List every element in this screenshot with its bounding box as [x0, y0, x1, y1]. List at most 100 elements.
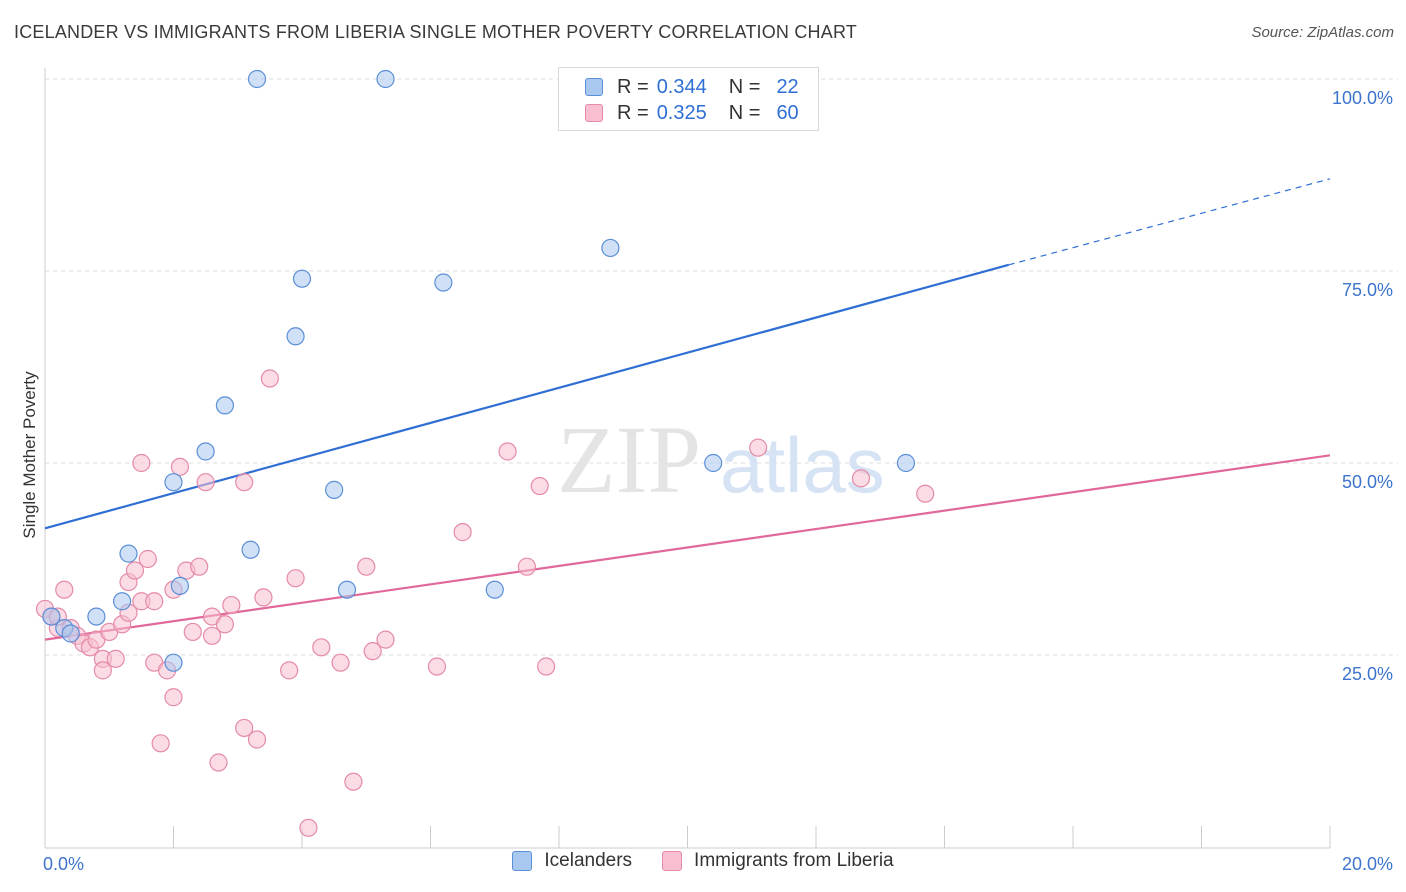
point-liberia [125, 561, 145, 580]
point-liberia [376, 630, 395, 649]
legend: R = 0.344 N = 22 R = 0.325 N = 60 [558, 67, 819, 131]
point-liberia [498, 442, 517, 461]
series-swatch-liberia [662, 851, 683, 871]
x-tick-label: 20.0% [1342, 854, 1393, 874]
point-liberia [132, 453, 151, 473]
point-liberia [55, 580, 74, 599]
point-liberia [331, 653, 350, 672]
point-icelanders [485, 580, 504, 599]
point-icelanders [286, 327, 305, 346]
point-icelanders [61, 624, 80, 643]
point-liberia [215, 615, 234, 634]
watermark: ZIP atlas [557, 406, 885, 513]
point-liberia [453, 523, 472, 542]
series-name-liberia: Immigrants from Liberia [694, 850, 894, 871]
point-liberia [235, 718, 254, 738]
point-liberia [138, 549, 157, 569]
y-axis-label: Single Mother Poverty [20, 371, 39, 539]
series-swatch-icelanders [512, 851, 533, 871]
point-liberia [357, 557, 376, 576]
tick-labels: 25.0% 50.0% 75.0% 100.0% 0.0% 20.0% [43, 88, 1393, 874]
point-icelanders [215, 396, 234, 415]
legend-r-label: R = [617, 75, 649, 98]
point-liberia [151, 734, 170, 753]
point-icelanders [42, 607, 61, 626]
watermark-zip: ZIP [557, 406, 701, 513]
point-liberia [260, 369, 279, 388]
trend-line-liberia [44, 454, 1331, 641]
point-icelanders [112, 592, 132, 611]
legend-r-value: 0.344 [656, 75, 707, 98]
legend-n-label: N = [728, 75, 761, 98]
point-icelanders [164, 473, 183, 492]
point-liberia [299, 818, 318, 837]
point-liberia [280, 661, 299, 680]
point-liberia [312, 638, 331, 657]
series-legend: Icelanders Immigrants from Liberia [0, 850, 1406, 872]
legend-r-label: R = [617, 101, 649, 124]
point-icelanders [292, 269, 312, 288]
point-liberia [145, 592, 164, 611]
point-icelanders [119, 544, 138, 563]
point-icelanders [325, 480, 344, 499]
point-liberia [247, 730, 267, 749]
point-icelanders [704, 453, 723, 473]
legend-row-liberia: R = 0.325 N = 60 [585, 100, 799, 126]
point-liberia [196, 473, 215, 492]
point-liberia [235, 473, 254, 492]
point-icelanders [247, 69, 267, 89]
y-tick-label: 50.0% [1342, 472, 1393, 492]
watermark-atlas: atlas [720, 421, 885, 509]
legend-swatch-icelanders [585, 78, 603, 96]
point-liberia [183, 622, 202, 642]
legend-r-value: 0.325 [656, 101, 707, 124]
point-liberia [222, 595, 241, 615]
point-icelanders [196, 442, 215, 461]
data-points [35, 69, 935, 837]
point-icelanders [896, 453, 916, 473]
series-legend-liberia[interactable]: Immigrants from Liberia [662, 850, 894, 872]
point-liberia [286, 569, 305, 588]
point-icelanders [170, 576, 190, 595]
point-liberia [363, 642, 382, 661]
point-liberia [93, 661, 112, 680]
source-label: Source: ZipAtlas.com [1251, 24, 1394, 41]
point-liberia [749, 438, 768, 457]
legend-swatch-liberia [585, 104, 603, 122]
point-liberia [164, 688, 183, 707]
point-liberia [851, 469, 871, 488]
point-liberia [344, 772, 363, 791]
point-liberia [916, 484, 935, 503]
series-name-icelanders: Icelanders [544, 850, 633, 871]
legend-n-value: 60 [776, 101, 799, 124]
point-icelanders [241, 540, 260, 559]
point-liberia [427, 657, 447, 676]
legend-n-value: 22 [776, 75, 799, 98]
point-liberia [209, 753, 228, 772]
point-liberia [537, 657, 556, 676]
point-icelanders [434, 273, 453, 292]
trend-extension-icelanders [1008, 178, 1331, 266]
point-icelanders [337, 580, 357, 599]
series-legend-icelanders[interactable]: Icelanders [512, 850, 632, 872]
point-liberia [170, 457, 190, 476]
point-liberia [190, 557, 209, 576]
point-liberia [530, 476, 549, 496]
legend-row-icelanders: R = 0.344 N = 22 [585, 74, 799, 100]
point-icelanders [601, 238, 620, 258]
axes [44, 68, 1331, 849]
y-tick-label: 75.0% [1342, 280, 1393, 300]
point-liberia [254, 588, 273, 607]
legend-n-label: N = [728, 101, 761, 124]
point-liberia [517, 557, 536, 576]
y-tick-label: 100.0% [1332, 88, 1393, 108]
point-icelanders [376, 69, 395, 89]
point-icelanders [164, 653, 183, 672]
point-liberia [202, 626, 222, 645]
x-tick-label: 0.0% [43, 854, 84, 874]
chart-title: ICELANDER VS IMMIGRANTS FROM LIBERIA SIN… [14, 22, 858, 42]
point-liberia [106, 649, 125, 668]
gridlines [45, 78, 1398, 656]
y-tick-label: 25.0% [1342, 664, 1393, 684]
